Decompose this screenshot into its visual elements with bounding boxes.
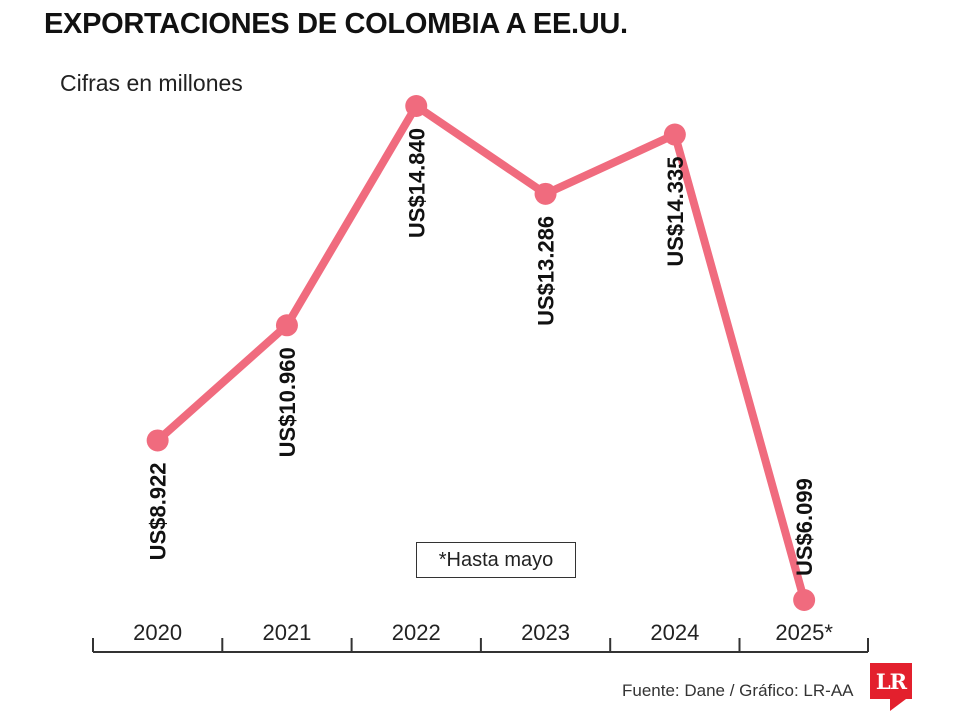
chart-subtitle: Cifras en millones: [60, 70, 243, 96]
lr-logo-tail: [890, 699, 906, 711]
x-tick-label: 2025*: [775, 620, 833, 645]
x-tick-label: 2021: [262, 620, 311, 645]
data-point: [534, 182, 557, 205]
data-label: US$14.335: [663, 157, 688, 267]
lr-logo: LR: [870, 663, 912, 699]
data-label: US$8.922: [146, 462, 171, 560]
data-label: US$10.960: [275, 347, 300, 457]
data-point: [275, 314, 298, 337]
data-point: [793, 589, 816, 611]
x-tick-label: 2020: [133, 620, 182, 645]
data-point: [663, 123, 686, 146]
x-tick-label: 2022: [392, 620, 441, 645]
data-label: US$13.286: [534, 216, 559, 326]
data-label: US$14.840: [404, 128, 429, 238]
footnote-box: *Hasta mayo: [416, 542, 576, 578]
chart-title: EXPORTACIONES DE COLOMBIA A EE.UU.: [44, 8, 628, 40]
data-label: US$6.099: [792, 478, 817, 576]
data-point: [146, 429, 169, 452]
source-credit: Fuente: Dane / Gráfico: LR-AA: [622, 681, 854, 700]
series-line: [153, 102, 809, 604]
x-tick-label: 2023: [521, 620, 570, 645]
data-point: [405, 95, 428, 117]
x-tick-label: 2024: [650, 620, 699, 645]
